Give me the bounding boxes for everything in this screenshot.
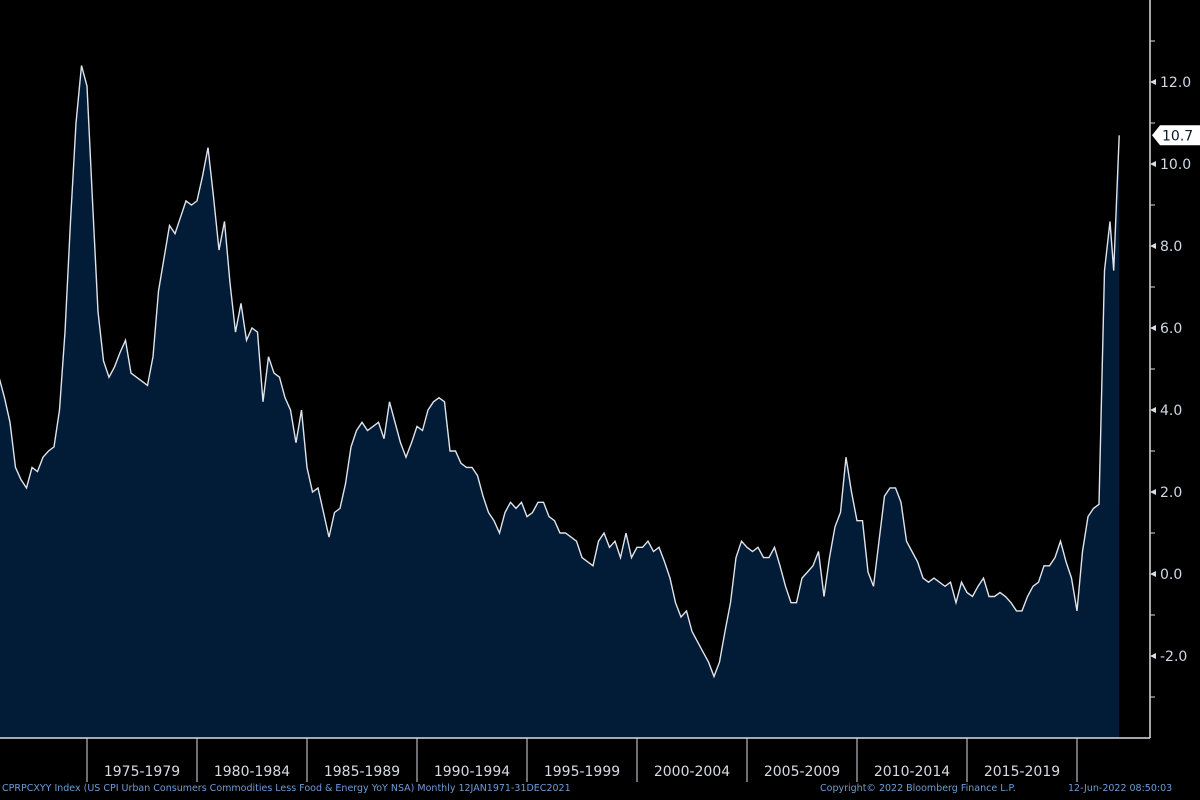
y-major-tick <box>1150 161 1156 167</box>
y-tick-label: 6.0 <box>1160 321 1182 337</box>
x-tick-label: 1975-1979 <box>104 764 180 780</box>
y-tick-label: 12.0 <box>1160 75 1191 91</box>
y-major-tick <box>1150 407 1156 413</box>
y-major-tick <box>1150 325 1156 331</box>
y-tick-label: 4.0 <box>1160 403 1182 419</box>
y-tick-label: 0.0 <box>1160 567 1182 583</box>
x-tick-label: 1985-1989 <box>324 764 400 780</box>
y-tick-label: 2.0 <box>1160 485 1182 501</box>
x-tick-label: 2005-2009 <box>764 764 840 780</box>
x-tick-label: 2000-2004 <box>654 764 730 780</box>
series-line <box>0 65 1120 679</box>
last-value-text: 10.7 <box>1162 128 1193 144</box>
x-tick-label: 1995-1999 <box>544 764 620 780</box>
y-axis: -2.0 0.0 2.0 4.0 6.0 8.0 10.0 12.0 <box>1149 0 1191 738</box>
footer-timestamp: 12-Jun-2022 08:50:03 <box>1068 783 1173 794</box>
y-major-tick <box>1150 243 1156 249</box>
y-major-tick <box>1150 489 1156 495</box>
plot-area <box>0 65 1120 738</box>
x-tick-label: 1990-1994 <box>434 764 510 780</box>
x-tick-label: 1980-1984 <box>214 764 290 780</box>
y-major-tick <box>1150 571 1156 577</box>
x-tick-label: 2010-2014 <box>874 764 950 780</box>
x-tick-label: 2015-2019 <box>984 764 1060 780</box>
footer-description: CPRPCXYY Index (US CPI Urban Consumers C… <box>2 783 571 794</box>
footer-copyright: Copyright© 2022 Bloomberg Finance L.P. <box>820 783 1016 794</box>
last-value-tag <box>1152 125 1200 146</box>
y-tick-label: 10.0 <box>1160 157 1191 173</box>
last-value-label: 10.7 <box>1152 125 1200 146</box>
series-area <box>0 65 1120 738</box>
y-tick-label: -2.0 <box>1160 649 1187 665</box>
y-major-tick <box>1150 79 1156 85</box>
y-major-tick <box>1150 653 1156 659</box>
x-axis: 1975-1979 1980-1984 1985-1989 1990-1994 1995… <box>0 737 1150 782</box>
y-tick-label: 8.0 <box>1160 239 1182 255</box>
